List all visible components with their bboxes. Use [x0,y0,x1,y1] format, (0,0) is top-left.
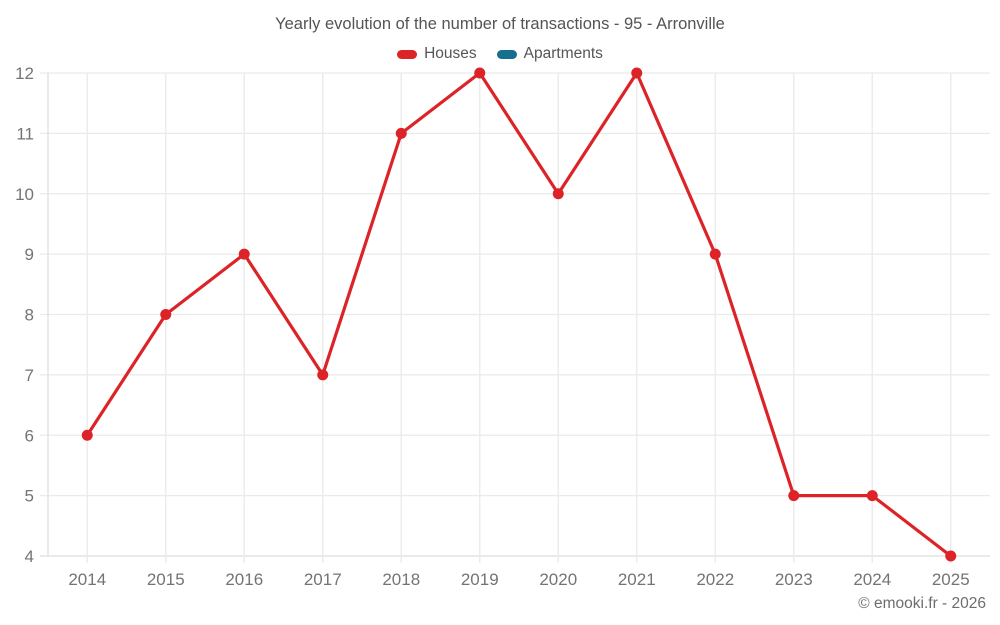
y-axis-tick-label: 5 [25,487,34,506]
x-axis-tick-label: 2020 [539,570,577,589]
houses-point-2014[interactable] [81,429,93,441]
x-axis-tick-label: 2014 [68,570,106,589]
houses-point-2020[interactable] [552,188,564,200]
x-axis-tick-label: 2017 [304,570,342,589]
y-axis-tick-label: 10 [15,185,34,204]
y-axis-tick-label: 11 [16,124,34,143]
y-axis-tick-label: 7 [25,366,34,385]
houses-point-2022[interactable] [709,248,721,260]
chart-title: Yearly evolution of the number of transa… [275,15,725,33]
x-axis-tick-label: 2025 [932,570,970,589]
houses-point-2025[interactable] [945,550,957,562]
houses-point-2017[interactable] [317,369,329,381]
copyright-footer: © emooki.fr - 2026 [858,595,986,612]
houses-point-2024[interactable] [866,490,878,502]
x-axis-tick-label: 2015 [147,570,185,589]
y-axis-tick-label: 8 [25,306,34,325]
houses-point-2019[interactable] [474,67,486,79]
x-axis-tick-label: 2023 [775,570,813,589]
houses-point-2016[interactable] [238,248,250,260]
legend-swatch-apartments [496,49,517,59]
x-axis-tick-label: 2022 [696,570,734,589]
houses-point-2018[interactable] [395,127,407,139]
x-axis-tick-label: 2016 [225,570,263,589]
legend-label: Apartments [523,45,603,62]
y-axis-tick-label: 4 [25,547,34,566]
houses-line [85,71,953,558]
x-axis-tick-label: 2019 [461,570,499,589]
x-axis-tick-label: 2024 [853,570,891,589]
legend: Houses Apartments [0,45,1000,63]
y-axis-tick-label: 6 [25,426,34,445]
y-axis-tick-label: 9 [25,245,34,264]
houses-point-2021[interactable] [631,67,643,79]
legend-item-houses[interactable]: Houses [397,45,477,63]
houses-point-2015[interactable] [160,309,172,320]
y-axis-tick-label: 12 [15,64,34,83]
houses-point-2023[interactable] [788,490,800,502]
x-axis-tick-label: 2021 [618,570,656,589]
legend-swatch-houses [397,49,418,59]
legend-item-apartments[interactable]: Apartments [496,45,603,63]
x-axis-tick-label: 2018 [382,570,420,589]
legend-label: Houses [424,45,477,62]
